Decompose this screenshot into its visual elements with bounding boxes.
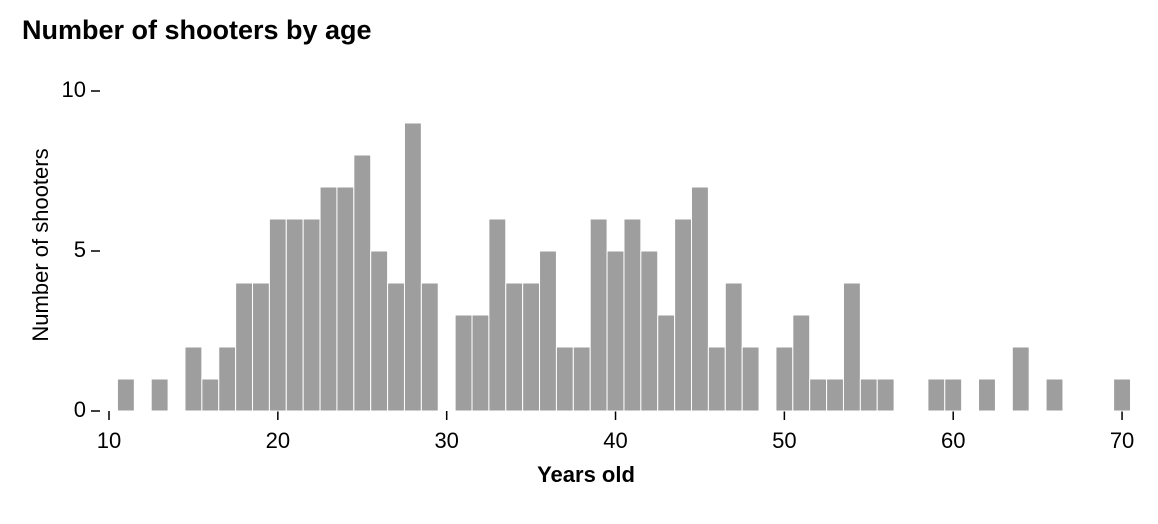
x-tick-label: 10 [97,428,121,453]
bar [319,186,338,412]
bar [674,218,693,412]
bar [420,282,439,412]
x-tick-label: 40 [603,428,627,453]
x-tick-label: 30 [434,428,458,453]
bar [471,314,490,412]
bar [741,346,760,412]
bar [353,154,372,412]
bar [657,314,676,412]
bar [387,282,405,412]
bar [488,218,507,412]
bar [252,282,270,412]
bar [522,282,541,412]
bar [640,250,659,412]
bar [775,346,794,412]
bar [285,218,304,412]
bar [454,314,473,412]
bar [184,346,203,412]
bar [1113,378,1132,412]
bar [403,122,422,412]
bar [606,250,625,412]
bar [1045,378,1064,412]
bar [150,378,169,412]
y-tick-label: 5 [74,237,86,262]
bar [539,250,557,412]
bar [370,250,389,412]
y-tick-label: 0 [74,397,86,422]
bar [944,378,963,412]
bar [842,282,861,412]
x-tick-label: 20 [266,428,290,453]
x-tick-label: 70 [1110,428,1134,453]
bar [505,282,524,412]
bar [268,218,287,412]
x-tick-label: 50 [772,428,796,453]
bar [792,314,811,412]
bar [201,378,220,412]
bar [691,186,709,412]
bar [235,282,254,412]
bar [589,218,608,412]
bar [218,346,237,412]
bar [623,218,642,412]
x-tick-label: 60 [941,428,965,453]
bar [302,218,321,412]
bar [707,346,726,412]
bar [724,282,743,412]
bar [927,378,946,412]
bar [826,378,844,412]
bar [809,378,828,412]
x-axis-title: Years old [537,462,635,487]
bar [978,378,996,412]
bar [116,378,135,412]
y-axis-title: Number of shooters [28,148,53,341]
bar [859,378,878,412]
bar [572,346,591,412]
bar [555,346,574,412]
y-tick-label: 10 [62,77,86,102]
bar [1011,346,1030,412]
bar [876,378,895,412]
chart-title: Number of shooters by age [22,15,372,45]
bar [336,186,355,412]
